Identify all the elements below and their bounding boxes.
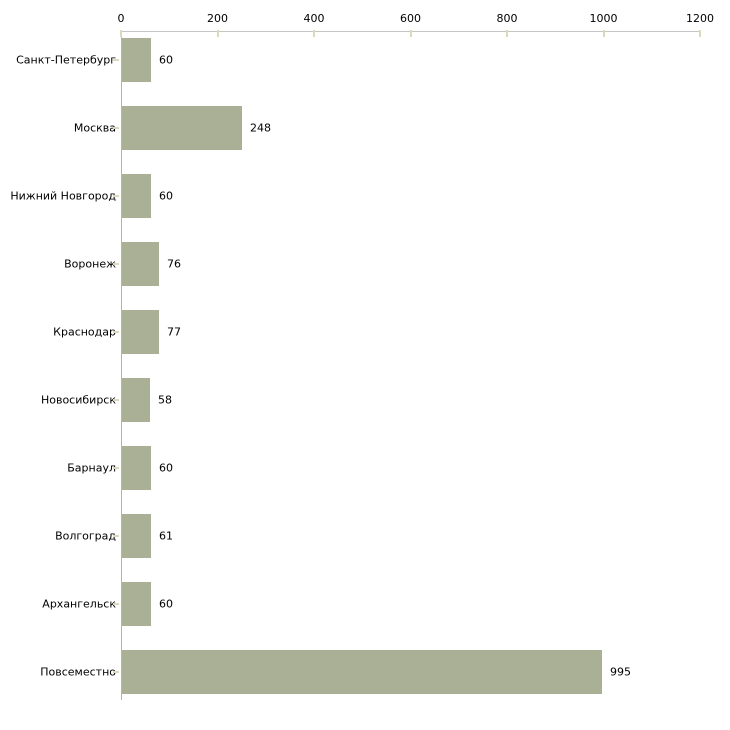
category-label: Воронеж [64, 257, 116, 271]
category-label: Барнаул [67, 461, 116, 475]
x-axis-tick-label: 1200 [686, 12, 714, 25]
value-label: 60 [159, 53, 173, 67]
category-label: Архангельск [42, 597, 116, 611]
x-axis-tick-label: 800 [496, 12, 518, 25]
x-axis-tick-label: 200 [207, 12, 228, 25]
bar-7[interactable] [122, 446, 151, 490]
x-axis-tick-mark [699, 30, 701, 37]
category-tick-mark [113, 263, 119, 265]
category-label: Москва [73, 121, 116, 135]
category-tick-mark [113, 195, 119, 197]
x-axis-tick-label: 600 [400, 12, 421, 25]
category-tick-mark [113, 603, 119, 605]
value-label: 77 [167, 325, 181, 339]
bar-9[interactable] [122, 582, 151, 626]
category-label: Повсеместно [40, 665, 116, 679]
category-tick-mark [113, 399, 119, 401]
value-label: 60 [159, 189, 173, 203]
bar-10[interactable] [122, 650, 602, 694]
category-tick-mark [113, 331, 119, 333]
value-label: 76 [167, 257, 181, 271]
x-axis-tick-mark [120, 30, 122, 37]
x-axis-tick-mark [506, 30, 508, 37]
x-axis-tick-mark [409, 30, 412, 37]
x-axis-tick-mark [216, 30, 219, 37]
category-label: Волгоград [55, 529, 116, 543]
category-label: Санкт-Петербург [16, 53, 116, 67]
category-tick-mark [113, 467, 119, 469]
bar-5[interactable] [122, 310, 159, 354]
bar-1[interactable] [122, 38, 151, 82]
value-label: 995 [610, 665, 631, 679]
category-tick-mark [113, 535, 119, 537]
y-axis-line [121, 31, 122, 700]
category-label: Новосибирск [40, 393, 116, 407]
bar-3[interactable] [122, 174, 151, 218]
bar-2[interactable] [122, 106, 242, 150]
category-tick-mark [113, 59, 119, 61]
value-label: 61 [159, 529, 173, 543]
category-tick-mark [113, 671, 119, 673]
category-label: Нижний Новгород [10, 189, 116, 203]
value-label: 248 [250, 121, 271, 135]
value-label: 58 [158, 393, 172, 407]
bar-6[interactable] [122, 378, 150, 422]
value-label: 60 [159, 597, 173, 611]
x-axis-tick-mark [313, 30, 315, 37]
x-axis-tick-label: 0 [117, 12, 125, 25]
x-axis-tick-label: 400 [303, 12, 325, 25]
x-axis-tick-mark [602, 30, 605, 37]
category-label: Краснодар [53, 325, 116, 339]
category-tick-mark [113, 127, 119, 129]
bar-8[interactable] [122, 514, 151, 558]
bar-4[interactable] [122, 242, 159, 286]
value-label: 60 [159, 461, 173, 475]
x-axis-tick-label: 1000 [589, 12, 618, 25]
